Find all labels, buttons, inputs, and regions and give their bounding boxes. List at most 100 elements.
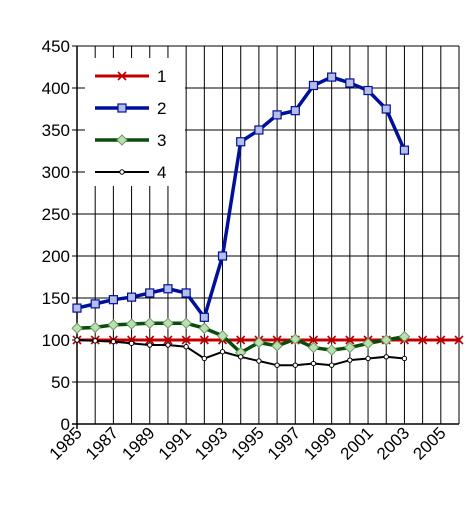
x-tick-label: 2003 <box>373 423 413 463</box>
x-tick-label: 2005 <box>409 423 449 463</box>
data-point-marker <box>165 342 171 348</box>
legend-item-4: 4 <box>95 163 166 182</box>
data-point-marker <box>199 312 209 322</box>
data-point-marker <box>125 318 138 330</box>
data-point-marker <box>216 330 229 342</box>
data-point-marker <box>345 78 355 88</box>
data-point-marker <box>436 335 446 345</box>
data-point-marker <box>347 357 353 363</box>
data-point-marker <box>327 335 337 345</box>
axes <box>72 46 459 429</box>
data-point-marker <box>344 341 356 354</box>
data-point-marker <box>144 317 156 329</box>
data-point-marker <box>362 337 374 350</box>
x-tick-label: 1997 <box>264 423 304 463</box>
legend-item-1: 1 <box>95 67 166 86</box>
data-point-marker <box>292 362 298 368</box>
data-point-marker <box>363 85 373 96</box>
series-3 <box>71 317 411 359</box>
data-point-marker <box>454 335 464 345</box>
marker-stroke <box>436 335 446 345</box>
data-point-marker <box>272 110 282 120</box>
data-point-marker <box>72 303 82 313</box>
legend: 1 2 3 4 <box>85 58 185 186</box>
data-point-marker <box>181 288 191 298</box>
y-tick-label: 450 <box>42 37 70 56</box>
data-point-marker <box>180 317 192 329</box>
data-point-marker <box>219 349 226 355</box>
data-point-marker <box>117 71 127 81</box>
data-point-marker <box>271 340 283 352</box>
data-point-marker <box>163 335 173 345</box>
marker-stroke <box>199 335 209 345</box>
data-point-marker <box>147 342 153 348</box>
data-point-marker <box>238 354 244 360</box>
data-point-marker <box>107 319 120 331</box>
legend-label: 3 <box>157 131 166 150</box>
y-axis-ticks: 0 50 100 150 200 250 300 350 400 450 <box>42 37 77 434</box>
data-point-marker <box>126 292 137 302</box>
data-point-marker <box>345 335 355 345</box>
x-tick-label: 1989 <box>118 423 158 463</box>
data-point-marker <box>110 338 117 345</box>
legend-label: 1 <box>157 67 166 86</box>
marker-stroke <box>345 335 355 345</box>
x-tick-label: 1987 <box>82 423 122 463</box>
data-point-marker <box>108 295 118 305</box>
marker-stroke <box>272 335 282 345</box>
data-point-marker <box>401 355 408 362</box>
data-point-marker <box>199 335 209 345</box>
x-tick-label: 1999 <box>300 423 340 463</box>
legend-item-2: 2 <box>95 99 166 118</box>
data-point-marker <box>290 106 300 116</box>
marker-stroke <box>327 335 337 345</box>
data-point-marker <box>328 362 335 368</box>
data-point-marker <box>325 344 338 356</box>
data-point-marker <box>383 354 389 360</box>
data-point-marker <box>254 125 264 135</box>
legend-label: 2 <box>157 99 166 118</box>
data-point-marker <box>381 104 391 114</box>
data-point-marker <box>71 322 83 334</box>
data-point-marker <box>418 335 428 345</box>
legend-box <box>85 58 185 186</box>
data-point-marker <box>272 335 282 345</box>
marker-stroke <box>308 335 319 345</box>
x-tick-label: 1993 <box>191 423 231 463</box>
data-point-marker <box>90 299 100 309</box>
series-group <box>71 72 464 368</box>
legend-label: 4 <box>157 163 166 182</box>
data-point-marker <box>365 355 371 362</box>
y-tick-label: 0 <box>61 415 70 434</box>
marker-stroke <box>181 335 191 345</box>
y-tick-label: 100 <box>42 331 70 350</box>
data-point-marker <box>399 145 410 155</box>
data-point-marker <box>398 330 411 343</box>
data-point-marker <box>145 335 155 345</box>
data-point-marker <box>163 284 173 294</box>
data-point-marker <box>380 334 392 346</box>
data-point-marker <box>116 134 128 146</box>
y-tick-label: 400 <box>42 79 70 98</box>
x-tick-label: 1995 <box>228 423 268 463</box>
data-point-marker <box>308 80 319 91</box>
data-point-marker <box>253 336 265 349</box>
data-point-marker <box>162 317 174 329</box>
data-point-marker <box>117 103 127 113</box>
data-point-marker <box>289 333 301 345</box>
marker-stroke <box>145 335 155 345</box>
series-2 <box>72 72 410 322</box>
y-tick-label: 200 <box>42 247 70 266</box>
x-tick-label: 1985 <box>46 423 86 463</box>
y-tick-label: 300 <box>42 163 70 182</box>
data-point-marker <box>92 338 98 344</box>
data-point-marker <box>310 360 317 367</box>
data-point-marker <box>89 321 101 334</box>
data-point-marker <box>201 355 208 362</box>
data-point-marker <box>307 341 320 354</box>
y-tick-label: 150 <box>42 289 70 308</box>
data-point-marker <box>217 251 228 261</box>
y-tick-label: 350 <box>42 121 70 140</box>
marker-stroke <box>117 71 127 81</box>
